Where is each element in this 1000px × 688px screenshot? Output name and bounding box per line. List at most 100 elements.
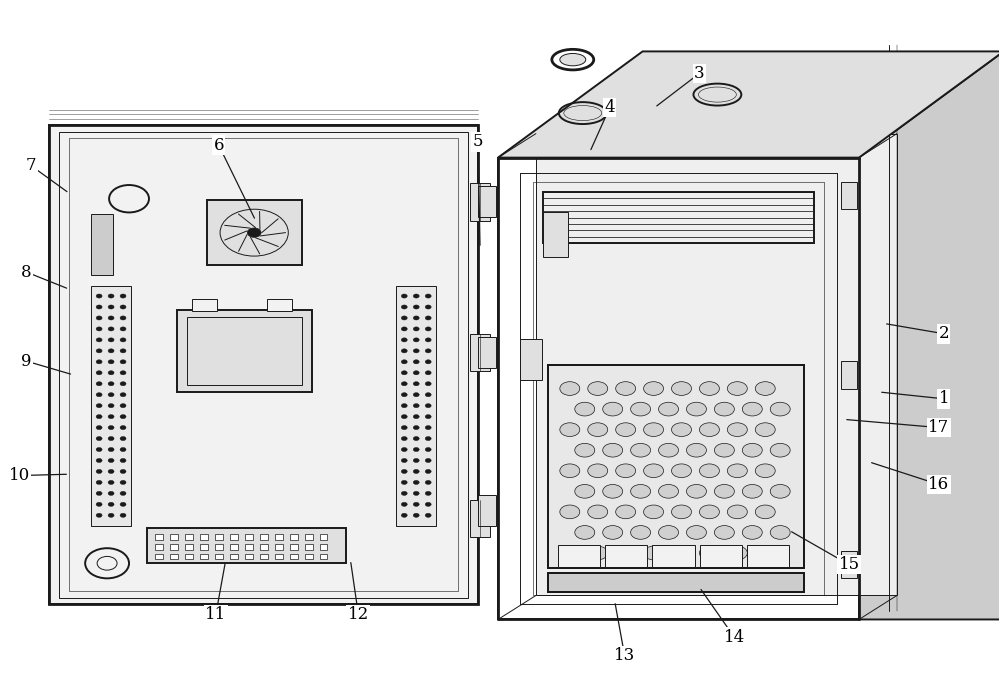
Circle shape (672, 423, 691, 436)
Polygon shape (536, 133, 897, 596)
Bar (192, 299, 217, 311)
Bar (700, 545, 742, 567)
Circle shape (108, 382, 114, 386)
Bar (91, 214, 113, 275)
Circle shape (108, 469, 114, 473)
Circle shape (120, 393, 126, 397)
Circle shape (96, 305, 102, 309)
Circle shape (413, 426, 419, 429)
Circle shape (742, 484, 762, 498)
Bar (207, 200, 302, 265)
Circle shape (108, 480, 114, 484)
Bar (170, 544, 178, 550)
Circle shape (425, 294, 431, 298)
Text: 2: 2 (938, 325, 949, 342)
Circle shape (425, 338, 431, 342)
Circle shape (120, 382, 126, 386)
Circle shape (120, 349, 126, 353)
Circle shape (401, 360, 407, 364)
Circle shape (714, 443, 734, 457)
Circle shape (401, 316, 407, 320)
Circle shape (120, 360, 126, 364)
Bar (478, 186, 496, 217)
Bar (652, 545, 695, 567)
Bar (170, 535, 178, 540)
Circle shape (425, 436, 431, 440)
Bar (290, 554, 298, 559)
Bar (147, 528, 346, 563)
Circle shape (96, 404, 102, 408)
Circle shape (96, 513, 102, 517)
Circle shape (686, 484, 706, 498)
Circle shape (672, 505, 691, 519)
Bar (260, 544, 268, 550)
Circle shape (413, 349, 419, 353)
Circle shape (96, 371, 102, 375)
Circle shape (686, 443, 706, 457)
Circle shape (120, 491, 126, 495)
Circle shape (96, 294, 102, 298)
Circle shape (425, 426, 431, 429)
Circle shape (401, 393, 407, 397)
Bar (548, 573, 804, 592)
Polygon shape (859, 52, 1000, 619)
Circle shape (120, 436, 126, 440)
Circle shape (120, 338, 126, 342)
Circle shape (413, 415, 419, 419)
Text: 6: 6 (214, 137, 224, 154)
Circle shape (699, 464, 719, 477)
Circle shape (560, 382, 580, 396)
Circle shape (575, 526, 595, 539)
Bar (478, 337, 496, 368)
Bar (558, 545, 600, 567)
Circle shape (401, 426, 407, 429)
Circle shape (96, 349, 102, 353)
Bar (245, 544, 253, 550)
Circle shape (401, 513, 407, 517)
Circle shape (425, 513, 431, 517)
Circle shape (401, 436, 407, 440)
Bar (841, 551, 857, 579)
Bar (605, 545, 647, 567)
Circle shape (401, 404, 407, 408)
Polygon shape (548, 365, 804, 568)
Circle shape (631, 402, 651, 416)
Bar (275, 554, 283, 559)
Circle shape (108, 513, 114, 517)
Circle shape (425, 382, 431, 386)
Polygon shape (548, 573, 804, 592)
Bar (543, 213, 568, 257)
Circle shape (755, 546, 775, 560)
Text: 7: 7 (26, 158, 37, 174)
Text: 3: 3 (694, 65, 705, 82)
Circle shape (686, 526, 706, 539)
Text: 13: 13 (614, 647, 635, 665)
Bar (170, 554, 178, 559)
Circle shape (413, 491, 419, 495)
Bar (155, 554, 163, 559)
Polygon shape (498, 52, 1000, 158)
Ellipse shape (560, 54, 586, 66)
Circle shape (742, 443, 762, 457)
Circle shape (96, 327, 102, 331)
Bar (305, 535, 313, 540)
Circle shape (425, 404, 431, 408)
Circle shape (560, 505, 580, 519)
Bar (543, 192, 814, 244)
Circle shape (425, 327, 431, 331)
Circle shape (425, 480, 431, 484)
Circle shape (425, 371, 431, 375)
Bar (230, 544, 238, 550)
Circle shape (108, 349, 114, 353)
Circle shape (413, 294, 419, 298)
Circle shape (425, 360, 431, 364)
Circle shape (755, 382, 775, 396)
Bar (478, 495, 496, 526)
Text: 5: 5 (473, 133, 483, 151)
Circle shape (96, 502, 102, 506)
Circle shape (120, 513, 126, 517)
Circle shape (631, 484, 651, 498)
Text: 14: 14 (724, 629, 745, 646)
Bar (230, 535, 238, 540)
Bar (320, 535, 327, 540)
